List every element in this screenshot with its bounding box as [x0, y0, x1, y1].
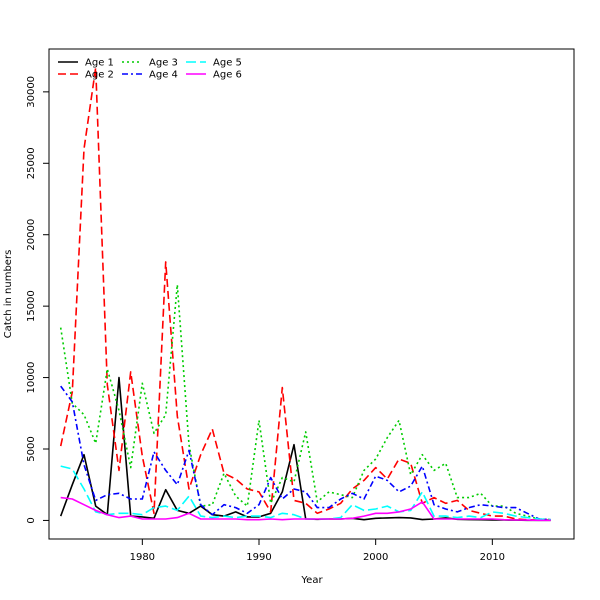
- legend-label-age-5: Age 5: [213, 58, 242, 69]
- y-axis-title: Catch in numbers: [3, 250, 14, 339]
- y-tick-label-0: 0: [26, 517, 37, 523]
- y-tick-label-2: 10000: [26, 362, 37, 394]
- y-tick-label-1: 5000: [26, 436, 37, 461]
- plot-frame: [48, 48, 575, 540]
- series-line-age-3: [59, 283, 551, 521]
- legend-label-age-1: Age 1: [85, 58, 114, 69]
- legend-label-age-6: Age 6: [213, 70, 242, 81]
- series-line-age-4: [60, 385, 551, 521]
- y-axis: 0 5000 10000 15000 20000 25000 30000: [26, 76, 49, 524]
- x-tick-label-0: 1980: [130, 552, 155, 563]
- legend-label-age-4: Age 4: [149, 70, 178, 81]
- x-axis: 1980 1990 2000 2010: [130, 539, 505, 563]
- series-line-age-1: [59, 376, 551, 522]
- x-axis-title: Year: [300, 575, 323, 586]
- x-tick-label-2: 2000: [363, 552, 388, 563]
- x-tick-label-1: 1990: [246, 552, 271, 563]
- y-tick-label-3: 15000: [26, 290, 37, 322]
- x-tick-label-3: 2010: [480, 552, 505, 563]
- series-line-age-6: [60, 496, 551, 522]
- y-tick-label-6: 30000: [26, 76, 37, 108]
- series-layer: [59, 66, 551, 522]
- y-tick-label-5: 25000: [26, 147, 37, 179]
- series-line-age-2: [59, 66, 551, 521]
- legend-label-age-3: Age 3: [149, 58, 178, 69]
- legend-label-age-2: Age 2: [85, 70, 114, 81]
- y-tick-label-4: 20000: [26, 219, 37, 251]
